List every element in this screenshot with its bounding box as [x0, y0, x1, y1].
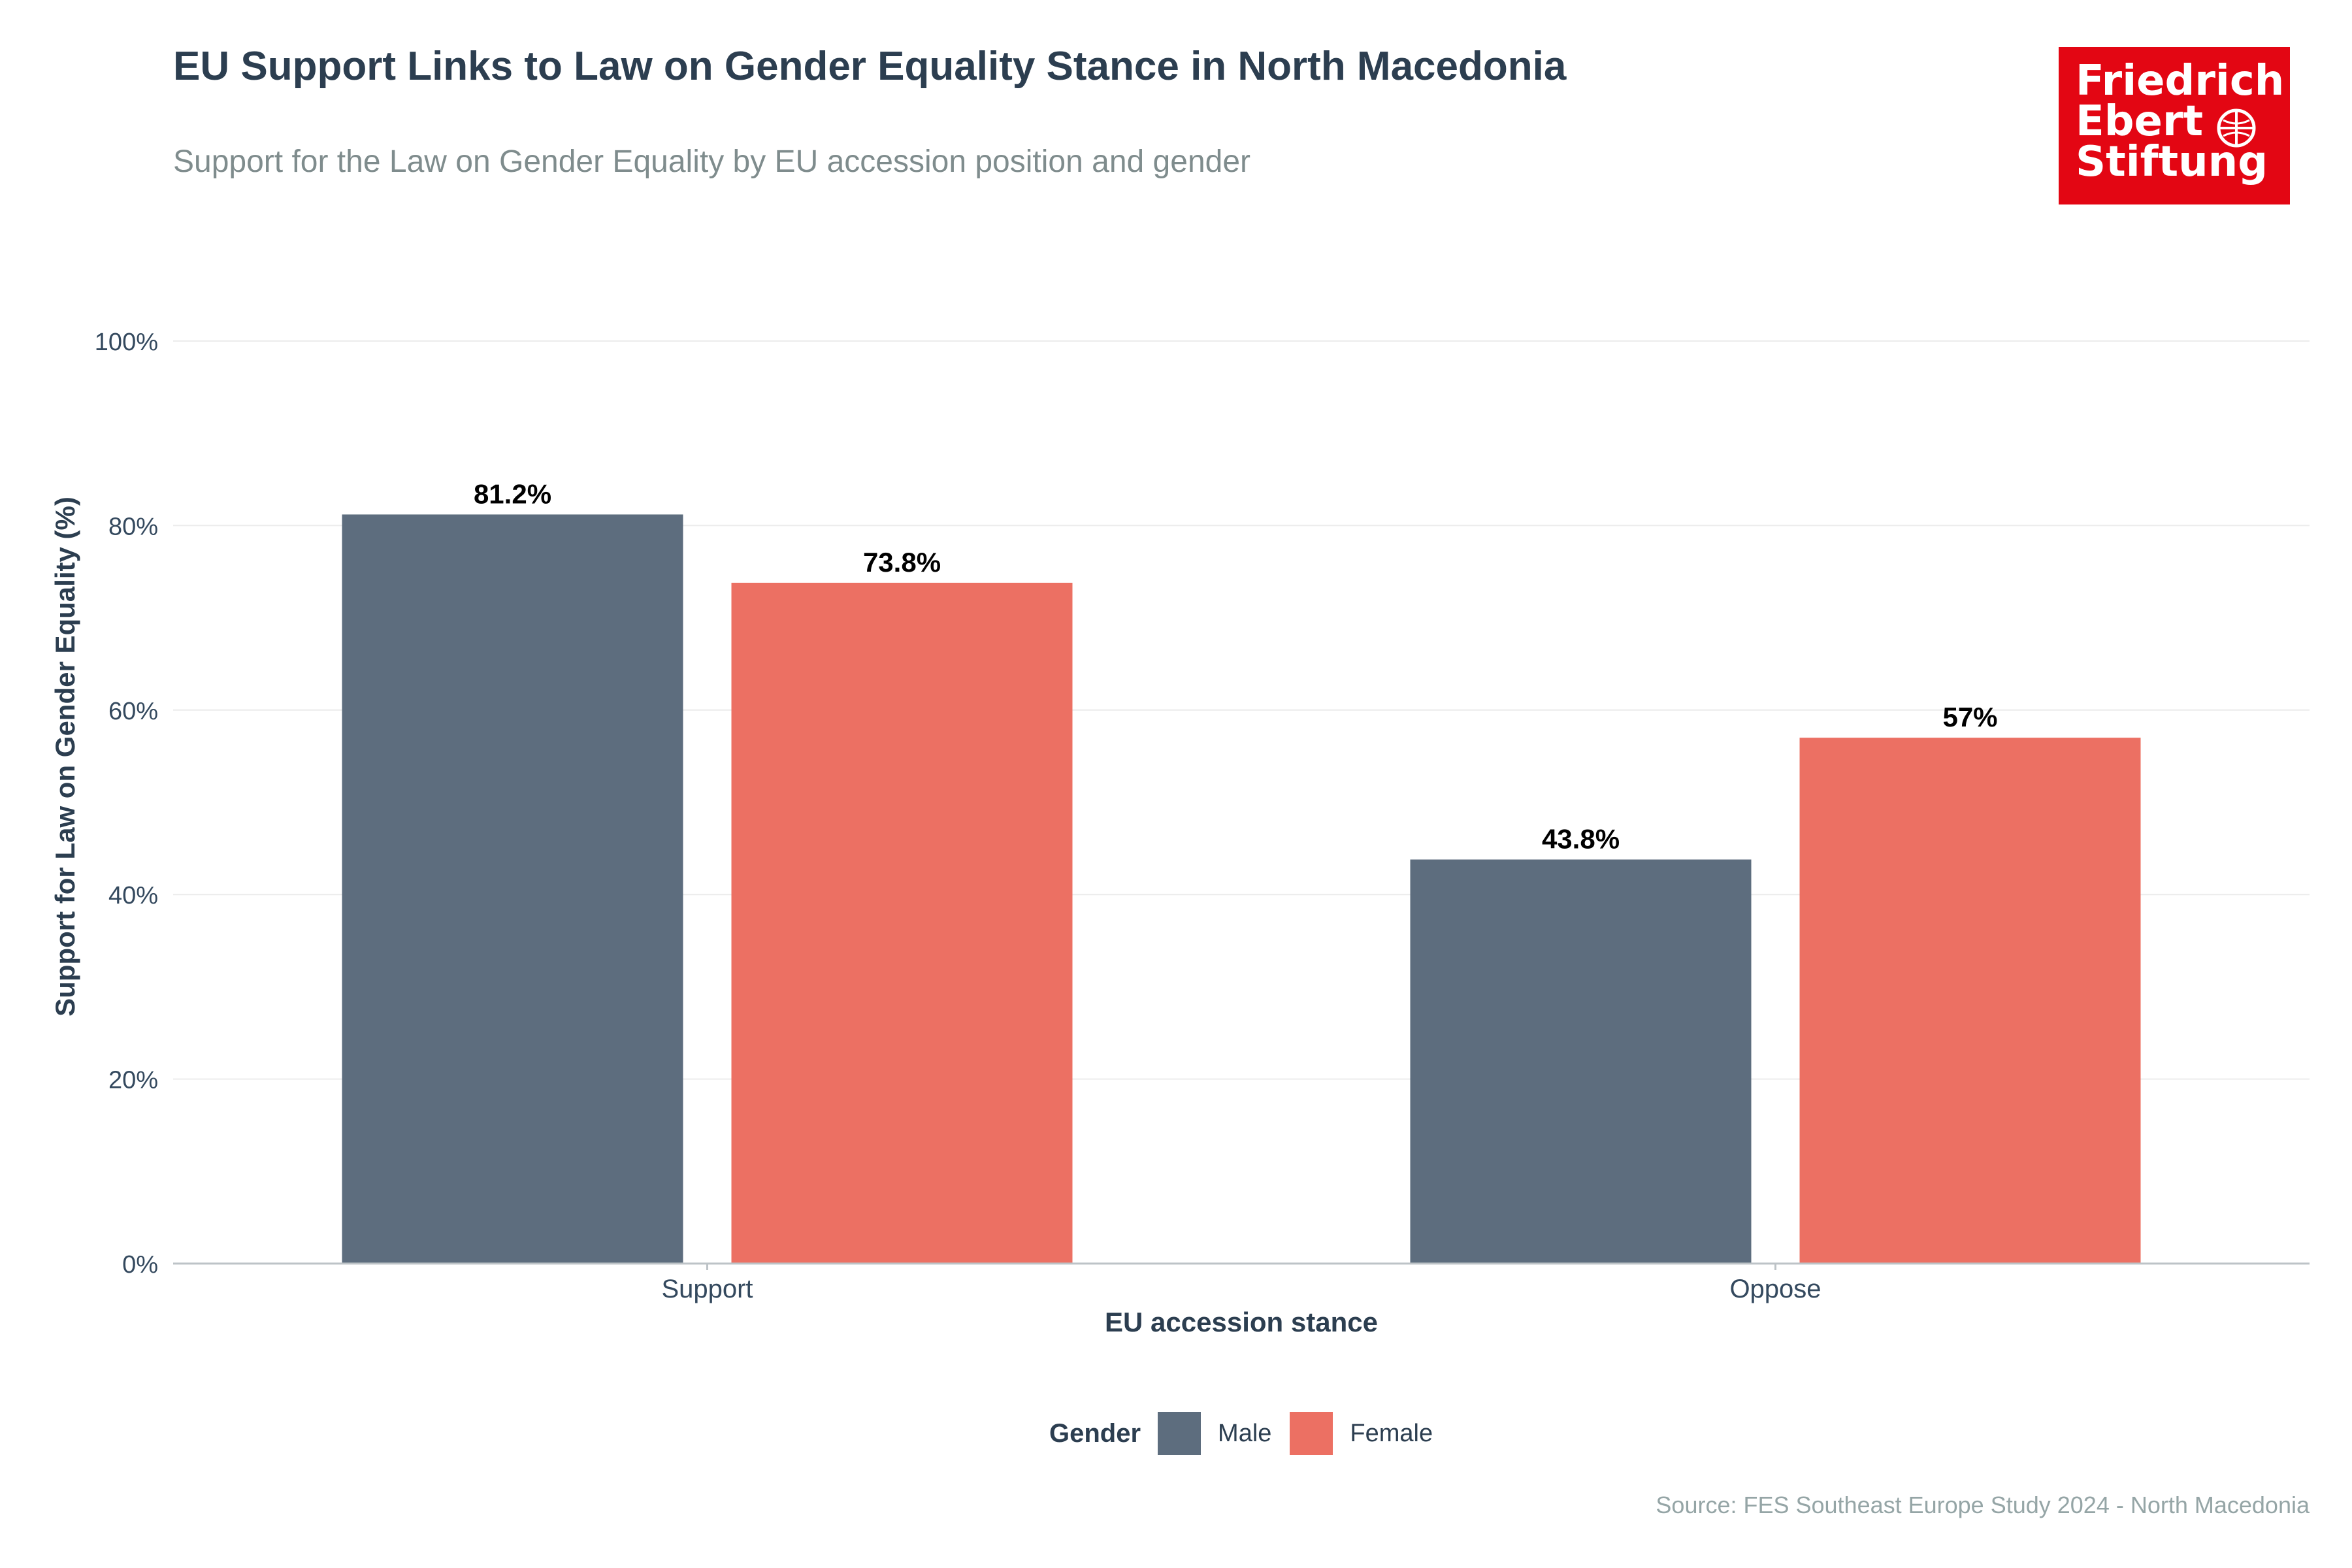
- y-tick-label: 0%: [122, 1251, 158, 1279]
- y-tick-label: 40%: [108, 882, 158, 909]
- bar-female-support: [731, 582, 1073, 1264]
- logo-line-1: Friedrich: [2076, 57, 2285, 105]
- legend: Gender Male Female: [1049, 1410, 1451, 1457]
- data-label: 57%: [1942, 702, 1997, 732]
- fes-logo: Friedrich Ebert Stiftung: [2059, 47, 2290, 204]
- legend-key-male: [1158, 1412, 1201, 1455]
- legend-label-male: Male: [1218, 1419, 1272, 1447]
- bar-male-oppose: [1410, 859, 1752, 1264]
- y-tick-label: 60%: [108, 698, 158, 725]
- x-axis-ticks: Support Oppose: [661, 1264, 1821, 1303]
- legend-item-male: Male: [1158, 1412, 1271, 1455]
- x-axis-title: EU accession stance: [1105, 1307, 1378, 1337]
- chart-title: EU Support Links to Law on Gender Equali…: [173, 44, 1567, 89]
- bar-female-oppose: [1799, 738, 2141, 1264]
- x-tick-label: Oppose: [1729, 1275, 1821, 1303]
- bar-male-support: [342, 514, 683, 1264]
- bars: [342, 514, 2141, 1264]
- logo-line-3: Stiftung: [2076, 138, 2268, 186]
- data-label: 73.8%: [863, 547, 941, 578]
- y-tick-label: 20%: [108, 1067, 158, 1094]
- data-label: 81.2%: [474, 478, 551, 509]
- chart-subtitle: Support for the Law on Gender Equality b…: [173, 144, 1251, 179]
- x-tick-label: Support: [661, 1275, 753, 1303]
- y-tick-label: 100%: [95, 329, 158, 356]
- source-note: Source: FES Southeast Europe Study 2024 …: [1656, 1492, 2310, 1518]
- y-axis-title: Support for Law on Gender Equality (%): [50, 497, 80, 1017]
- data-label: 43.8%: [1542, 824, 1620, 855]
- globe-icon: [2217, 108, 2256, 148]
- legend-item-female: Female: [1290, 1412, 1433, 1455]
- legend-key-female: [1290, 1412, 1333, 1455]
- data-labels: 81.2% 73.8% 43.8% 57%: [474, 478, 1998, 854]
- y-axis-ticks: 0% 20% 40% 60% 80% 100%: [95, 329, 158, 1279]
- y-tick-label: 80%: [108, 513, 158, 540]
- logo-line-2: Ebert: [2076, 97, 2204, 146]
- legend-label-female: Female: [1350, 1419, 1433, 1447]
- legend-title: Gender: [1049, 1418, 1141, 1448]
